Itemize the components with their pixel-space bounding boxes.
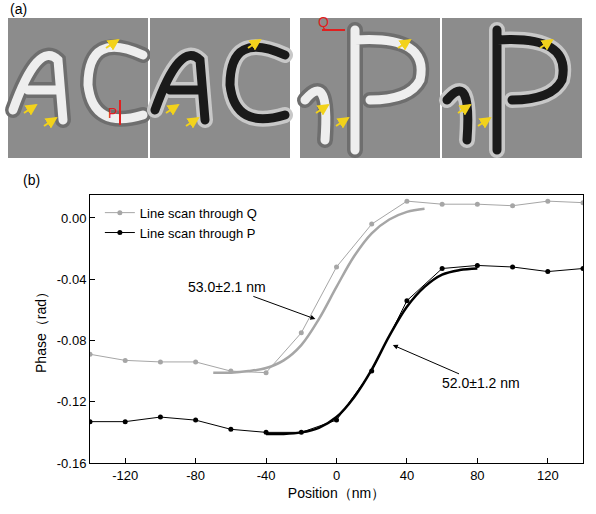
svg-text:(b): (b) — [23, 172, 40, 188]
svg-text:-0.08: -0.08 — [57, 333, 87, 348]
svg-text:-0.12: -0.12 — [57, 394, 87, 409]
svg-text:-0.16: -0.16 — [57, 456, 87, 471]
svg-text:-40: -40 — [257, 468, 276, 483]
svg-text:-80: -80 — [186, 468, 205, 483]
svg-text:52.0±1.2 nm: 52.0±1.2 nm — [442, 375, 520, 391]
svg-text:0.00: 0.00 — [61, 211, 86, 226]
svg-text:(a): (a) — [10, 1, 27, 17]
svg-text:53.0±2.1 nm: 53.0±2.1 nm — [188, 279, 266, 295]
svg-text:P: P — [108, 105, 117, 121]
svg-text:120: 120 — [537, 468, 559, 483]
svg-text:80: 80 — [470, 468, 484, 483]
svg-text:0: 0 — [333, 468, 340, 483]
svg-text:Phase（rad）: Phase（rad） — [33, 285, 49, 373]
svg-text:40: 40 — [400, 468, 414, 483]
svg-text:Position（nm）: Position（nm） — [288, 485, 385, 501]
svg-text:Q: Q — [318, 14, 329, 30]
svg-text:-120: -120 — [112, 468, 138, 483]
svg-text:-0.04: -0.04 — [57, 272, 87, 287]
svg-text:Line scan through Q: Line scan through Q — [140, 206, 257, 221]
svg-text:Line scan through P: Line scan through P — [140, 226, 256, 241]
